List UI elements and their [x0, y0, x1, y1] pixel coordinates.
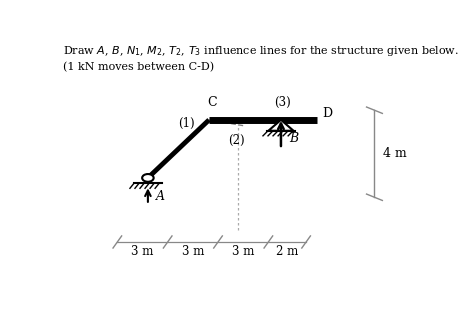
Circle shape — [142, 174, 153, 182]
Text: C: C — [206, 96, 216, 109]
Text: D: D — [322, 107, 332, 120]
Polygon shape — [268, 120, 293, 131]
Text: (3): (3) — [274, 96, 290, 109]
Text: 3 m: 3 m — [232, 245, 254, 258]
Text: (1): (1) — [178, 117, 194, 130]
Text: B: B — [288, 132, 297, 144]
Text: 3 m: 3 m — [131, 245, 153, 258]
Text: 2 m: 2 m — [275, 245, 298, 258]
Text: 4 m: 4 m — [382, 147, 407, 160]
Text: (1 kN moves between C-D): (1 kN moves between C-D) — [63, 62, 214, 72]
Text: A: A — [156, 190, 164, 203]
Text: Draw $A$, $B$, $N_1$, $M_2$, $T_2$, $T_3$ influence lines for the structure give: Draw $A$, $B$, $N_1$, $M_2$, $T_2$, $T_3… — [63, 44, 458, 58]
Text: (2): (2) — [227, 134, 244, 147]
Text: 3 m: 3 m — [181, 245, 204, 258]
